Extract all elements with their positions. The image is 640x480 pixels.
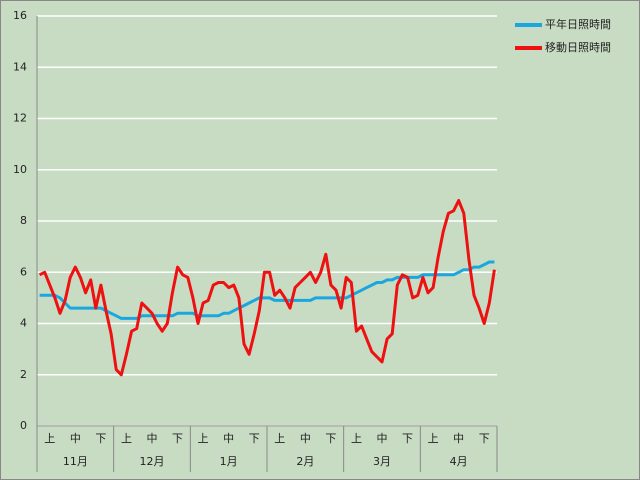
y-tick-label: 14	[13, 60, 27, 73]
x-tick-label: 下	[479, 432, 490, 445]
x-tick-label: 中	[453, 432, 464, 445]
x-tick-label: 上	[351, 432, 362, 445]
month-label: 12月	[140, 455, 165, 468]
x-tick-label: 下	[402, 432, 413, 445]
x-tick-label: 下	[172, 432, 183, 445]
x-tick-label: 下	[249, 432, 260, 445]
x-tick-label: 中	[377, 432, 388, 445]
y-tick-label: 10	[13, 163, 27, 176]
x-tick-label: 上	[198, 432, 209, 445]
y-tick-label: 12	[13, 112, 27, 125]
x-tick-label: 中	[147, 432, 158, 445]
y-tick-label: 6	[20, 265, 27, 278]
y-tick-label: 2	[20, 368, 27, 381]
x-tick-label: 中	[223, 432, 234, 445]
x-tick-label: 下	[325, 432, 336, 445]
series-line	[39, 260, 495, 320]
x-tick-label: 下	[95, 432, 106, 445]
x-tick-label: 上	[274, 432, 285, 445]
series-line	[38, 199, 496, 377]
month-label: 4月	[450, 455, 468, 468]
x-tick-label: 上	[121, 432, 132, 445]
month-label: 3月	[373, 455, 391, 468]
month-label: 1月	[220, 455, 238, 468]
y-tick-label: 4	[20, 317, 27, 330]
x-tick-label: 上	[44, 432, 55, 445]
month-label: 2月	[296, 455, 314, 468]
month-label: 11月	[63, 455, 88, 468]
legend-label: 移動日照時間	[545, 40, 611, 54]
legend-label: 平年日照時間	[545, 17, 611, 31]
y-tick-label: 8	[20, 214, 27, 227]
y-tick-label: 16	[13, 9, 27, 22]
x-tick-label: 中	[70, 432, 81, 445]
x-tick-label: 上	[428, 432, 439, 445]
x-tick-label: 中	[300, 432, 311, 445]
y-tick-label: 0	[20, 419, 27, 432]
